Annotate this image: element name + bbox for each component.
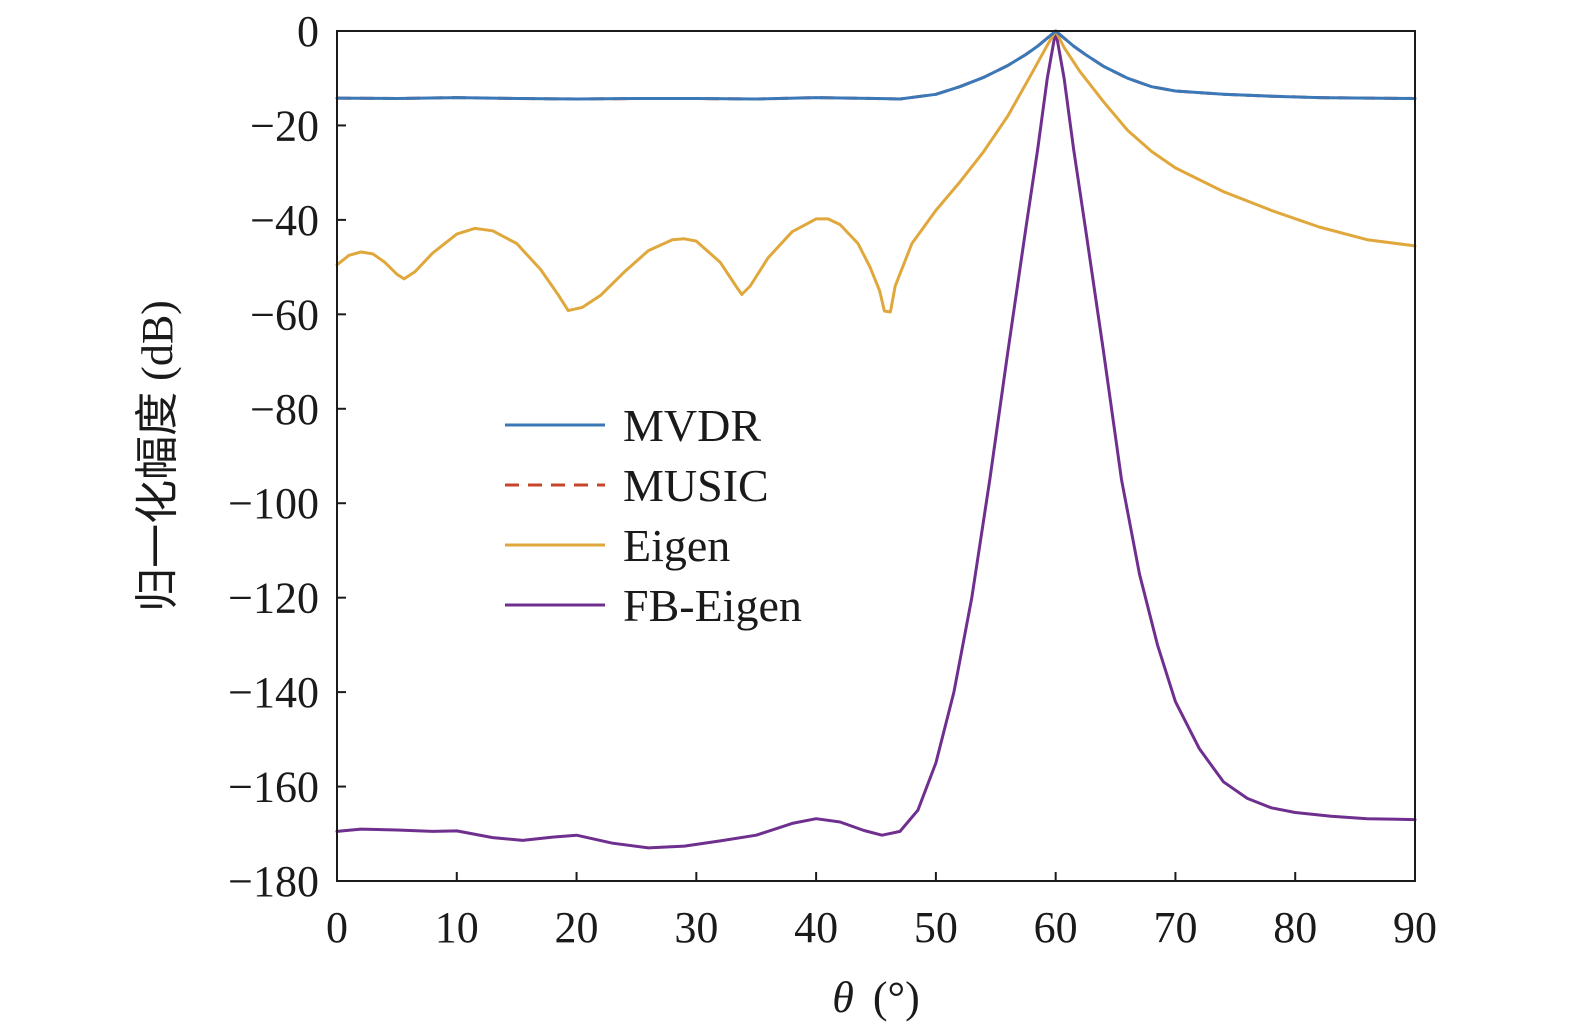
- x-tick-label: 40: [794, 903, 838, 952]
- y-tick-label: 0: [297, 7, 319, 56]
- plot-frame: [336, 30, 1416, 882]
- x-axis-symbol: θ: [832, 973, 854, 1022]
- legend-label-mvdr: MVDR: [623, 400, 761, 451]
- x-tick-label: 50: [914, 903, 958, 952]
- x-axis-unit: (°): [873, 973, 920, 1022]
- legend-label-fb-eigen: FB-Eigen: [623, 580, 802, 631]
- y-axis-label: 归一化幅度 (dB): [133, 300, 182, 612]
- x-ticks: 0 10 20 30 40 50 60 70 80 90: [326, 872, 1437, 952]
- plot-layer: [335, 29, 1417, 850]
- x-tick-label: 30: [674, 903, 718, 952]
- series-line-eigen: [335, 29, 1417, 314]
- series-line-fb-eigen: [335, 29, 1417, 850]
- legend-label-eigen: Eigen: [623, 520, 730, 571]
- y-tick-label: −20: [250, 101, 319, 150]
- x-tick-label: 70: [1153, 903, 1197, 952]
- x-tick-label: 20: [555, 903, 599, 952]
- x-tick-label: 0: [326, 903, 348, 952]
- y-tick-label: −140: [228, 668, 319, 717]
- y-tick-label: −40: [250, 196, 319, 245]
- x-tick-label: 90: [1393, 903, 1437, 952]
- x-axis-label: θ (°): [832, 973, 920, 1022]
- series-line-mvdr: [335, 29, 1417, 101]
- legend: MVDR MUSIC Eigen FB-Eigen: [505, 400, 802, 631]
- x-tick-label: 80: [1273, 903, 1317, 952]
- y-tick-label: −100: [228, 479, 319, 528]
- legend-label-music: MUSIC: [623, 460, 769, 511]
- x-tick-label: 60: [1034, 903, 1078, 952]
- y-tick-label: −180: [228, 857, 319, 906]
- y-tick-label: −160: [228, 763, 319, 812]
- y-tick-label: −120: [228, 574, 319, 623]
- y-tick-label: −60: [250, 290, 319, 339]
- y-ticks: 0 −20 −40 −60 −80 −100 −120 −140 −160 −180: [228, 7, 346, 906]
- x-tick-label: 10: [435, 903, 479, 952]
- series-line-music: [336, 29, 1416, 101]
- y-tick-label: −80: [250, 385, 319, 434]
